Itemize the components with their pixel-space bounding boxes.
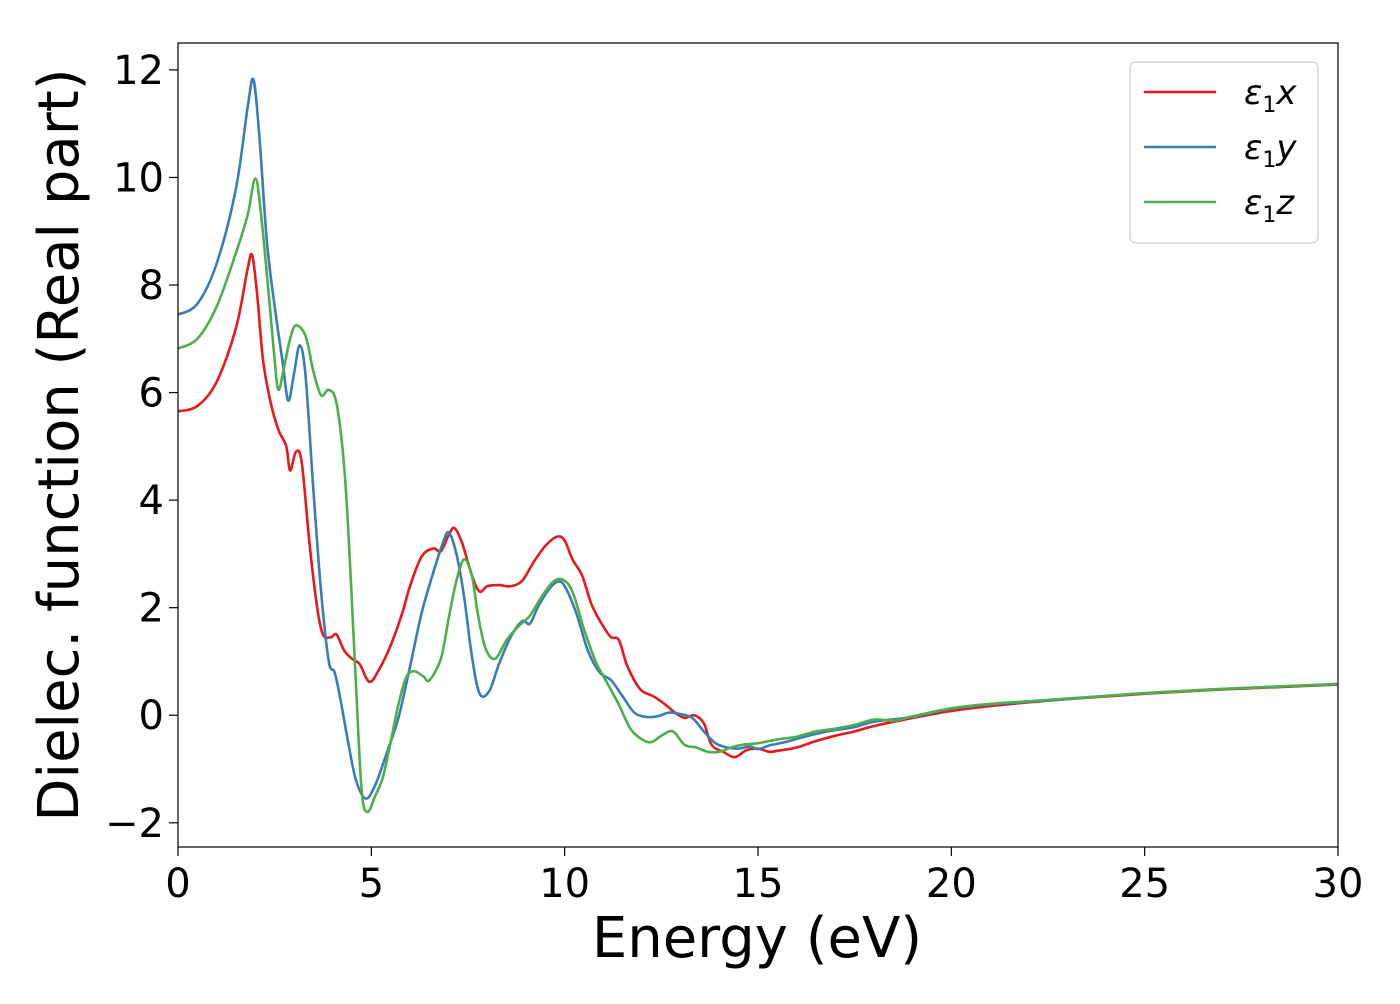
series-line-x xyxy=(178,252,1338,759)
series-layer xyxy=(178,77,1338,814)
x-axis-label: Energy (eV) xyxy=(592,906,922,971)
legend: ε1x ε1y ε1z xyxy=(1129,61,1319,244)
series-line-y xyxy=(178,77,1338,800)
x-tick-label: 25 xyxy=(1119,861,1170,907)
y-tick-label: 8 xyxy=(139,263,164,309)
x-tick-label: 20 xyxy=(926,861,977,907)
y-axis-label: Dielec. function (Real part) xyxy=(27,68,92,821)
x-tick-label: 0 xyxy=(165,861,190,907)
y-tick-label: 0 xyxy=(139,693,164,739)
legend-label-z: ε1z xyxy=(1244,183,1295,228)
y-tick-label: 2 xyxy=(139,586,164,632)
x-tick-label: 10 xyxy=(539,861,590,907)
y-tick-label: 10 xyxy=(113,155,164,201)
legend-label-y: ε1y xyxy=(1244,128,1297,173)
legend-box xyxy=(1129,61,1319,244)
y-tick-label: 4 xyxy=(139,478,164,524)
x-tick-label: 30 xyxy=(1313,861,1364,907)
x-tick-label: 15 xyxy=(733,861,784,907)
y-tick-label: 6 xyxy=(139,371,164,417)
x-tick-label: 5 xyxy=(359,861,384,907)
y-tick-label: 12 xyxy=(113,48,164,94)
legend-label-x: ε1x xyxy=(1244,73,1297,118)
y-tick-label: −2 xyxy=(105,801,164,847)
series-line-z xyxy=(178,177,1338,814)
